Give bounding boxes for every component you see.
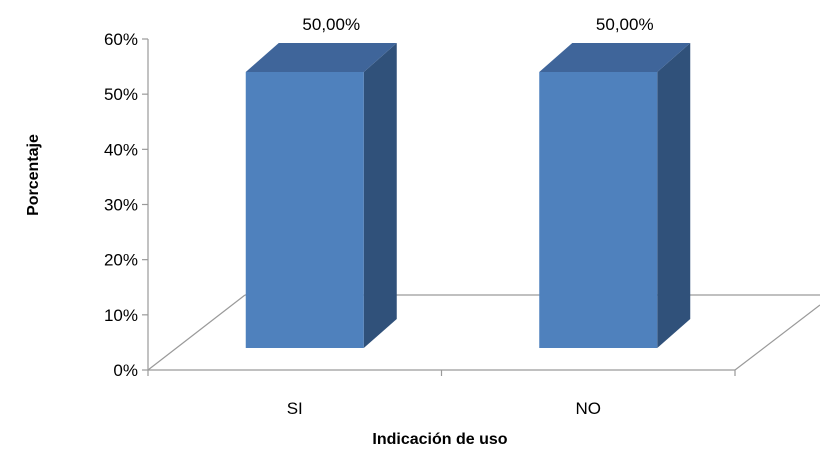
data-label: 50,00% — [596, 15, 654, 34]
data-labels: 50,00% 50,00% — [302, 15, 653, 34]
bar-top-face — [539, 43, 691, 72]
bar-no — [539, 43, 691, 348]
y-tick-label: 0% — [113, 361, 138, 380]
y-tick-label: 10% — [104, 306, 138, 325]
bar-side-face — [657, 43, 691, 348]
bar-front-face — [245, 72, 364, 348]
x-axis-title: Indicación de uso — [372, 431, 507, 448]
y-axis-title: Porcentaje — [25, 134, 42, 216]
x-tick-label: SI — [287, 399, 303, 418]
y-axis-ticks: 0% 10% 20% 30% 40% 50% 60% — [104, 30, 148, 380]
x-tick-label: NO — [576, 399, 602, 418]
y-tick-label: 30% — [104, 196, 138, 215]
bar-top-face — [245, 43, 397, 72]
y-tick-label: 40% — [104, 140, 138, 159]
data-label: 50,00% — [302, 15, 360, 34]
bar-series — [245, 43, 691, 348]
x-axis-ticks — [147, 370, 736, 376]
bar-side-face — [363, 43, 397, 348]
y-tick-label: 20% — [104, 251, 138, 270]
bar-si — [245, 43, 397, 348]
y-tick-label: 60% — [104, 30, 138, 49]
y-tick-label: 50% — [104, 85, 138, 104]
bar-front-face — [539, 72, 658, 348]
category-labels: SI NO — [287, 399, 601, 418]
